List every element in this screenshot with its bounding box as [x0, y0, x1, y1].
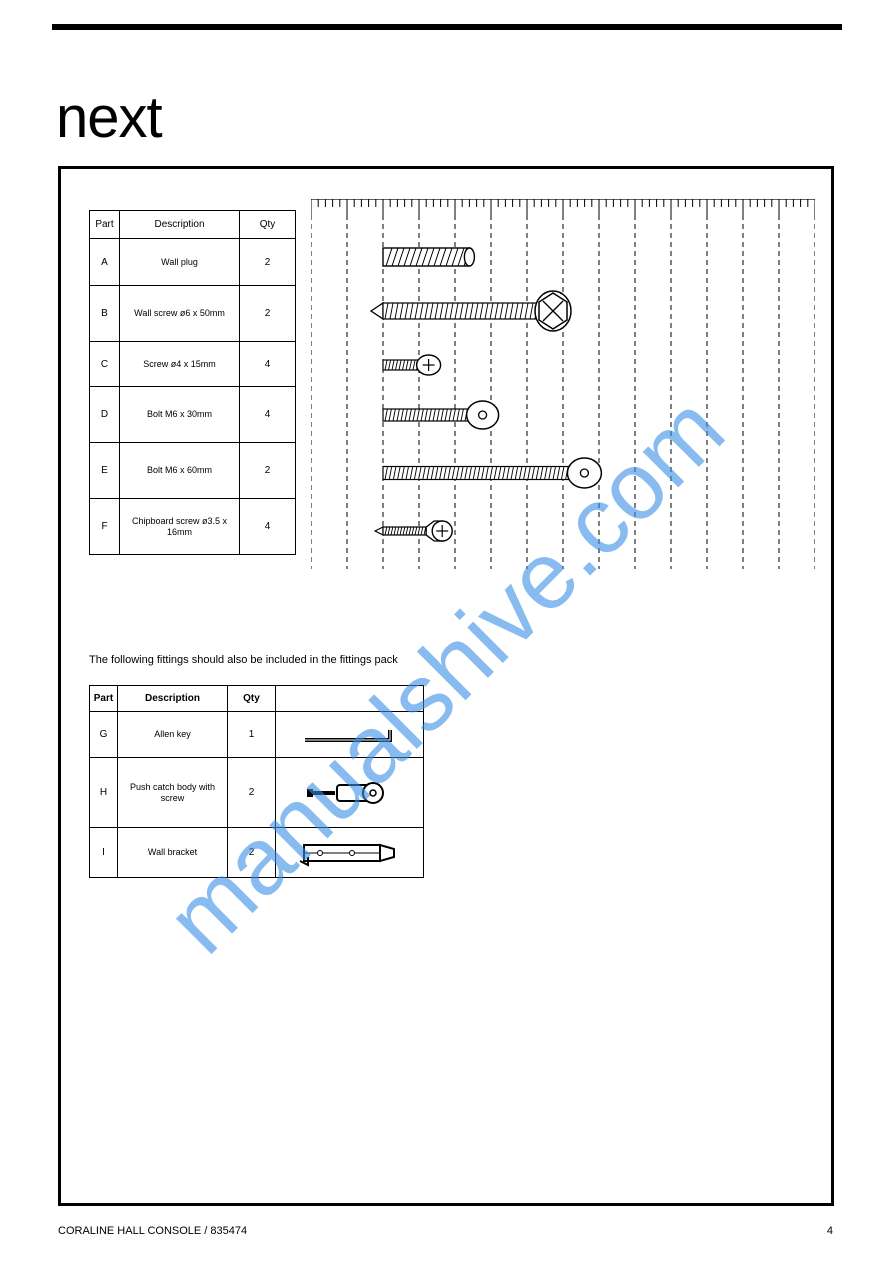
tools-row-part: I — [90, 828, 118, 878]
tools-heading: The following fittings should also be in… — [89, 654, 398, 666]
footer-page: 4 — [827, 1225, 833, 1237]
fittings-h-part: Part — [90, 211, 120, 239]
ruler-svg — [311, 199, 815, 574]
allen-key-icon — [295, 720, 405, 750]
tools-row-qty: 1 — [228, 712, 276, 758]
tools-h-img — [276, 686, 424, 712]
footer-code: CORALINE HALL CONSOLE / 835474 — [58, 1225, 247, 1237]
tools-row-desc: Allen key — [118, 712, 228, 758]
fittings-row-qty: 4 — [240, 342, 296, 387]
fittings-row-part: B — [90, 286, 120, 342]
wall-bracket-icon — [290, 835, 410, 871]
tools-h-part: Part — [90, 686, 118, 712]
fittings-row-qty: 4 — [240, 387, 296, 443]
fittings-row-part: F — [90, 499, 120, 555]
fittings-row-qty: 2 — [240, 239, 296, 286]
tools-row-qty: 2 — [228, 828, 276, 878]
fittings-row-part: D — [90, 387, 120, 443]
fittings-row-part: C — [90, 342, 120, 387]
tools-row-image — [276, 758, 424, 828]
fittings-h-qty: Qty — [240, 211, 296, 239]
page-footer: CORALINE HALL CONSOLE / 835474 4 — [58, 1225, 833, 1237]
tools-row-qty: 2 — [228, 758, 276, 828]
fittings-row-desc: Screw ø4 x 15mm — [120, 342, 240, 387]
tools-row-image — [276, 828, 424, 878]
tools-table: Part Description Qty G Allen key 1 H Pus… — [89, 685, 424, 878]
tools-h-qty: Qty — [228, 686, 276, 712]
fittings-table: Part Description Qty A Wall plug 2 B Wal… — [89, 210, 296, 555]
tools-row-part: G — [90, 712, 118, 758]
tools-row-image — [276, 712, 424, 758]
tools-row-part: H — [90, 758, 118, 828]
fittings-row-desc: Wall plug — [120, 239, 240, 286]
fittings-row-desc: Bolt M6 x 60mm — [120, 443, 240, 499]
fittings-h-desc: Description — [120, 211, 240, 239]
fittings-row-desc: Wall screw ø6 x 50mm — [120, 286, 240, 342]
fittings-row-part: A — [90, 239, 120, 286]
push-catch-icon — [295, 771, 405, 815]
tools-row-desc: Push catch body with screw — [118, 758, 228, 828]
fittings-row-desc: Chipboard screw ø3.5 x 16mm — [120, 499, 240, 555]
fittings-row-qty: 4 — [240, 499, 296, 555]
fittings-row-desc: Bolt M6 x 30mm — [120, 387, 240, 443]
fittings-row-part: E — [90, 443, 120, 499]
content-frame: manualshive.com Part Description Qty A W… — [58, 166, 834, 1206]
tools-row-desc: Wall bracket — [118, 828, 228, 878]
fittings-row-qty: 2 — [240, 286, 296, 342]
brand-logo: next — [56, 84, 162, 151]
ruler-area — [311, 199, 815, 574]
fittings-row-qty: 2 — [240, 443, 296, 499]
tools-h-desc: Description — [118, 686, 228, 712]
